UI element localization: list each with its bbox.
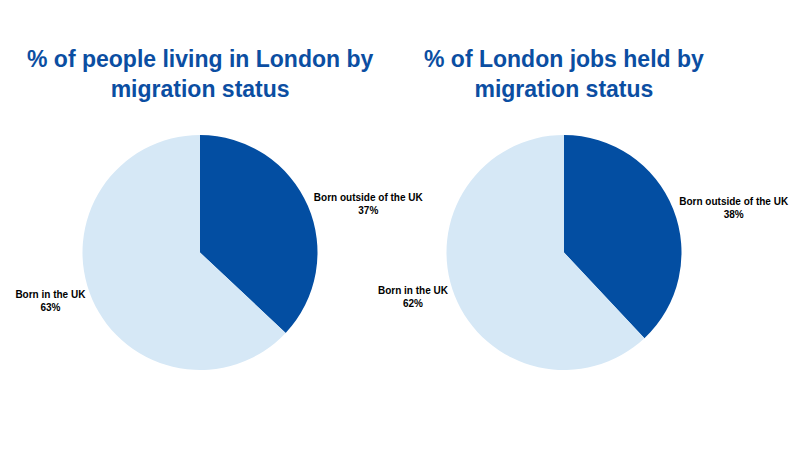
svg-text:Born outside of the UK37%: Born outside of the UK37% [314, 192, 424, 216]
svg-text:Born in the UK62%: Born in the UK62% [378, 285, 449, 309]
svg-text:Born outside of the UK38%: Born outside of the UK38% [679, 196, 789, 220]
svg-text:% of people living in London b: % of people living in London bymigration… [27, 46, 373, 102]
svg-text:% of London jobs held bymigrat: % of London jobs held bymigration status [424, 46, 704, 102]
svg-text:Born in the UK63%: Born in the UK63% [15, 289, 86, 313]
